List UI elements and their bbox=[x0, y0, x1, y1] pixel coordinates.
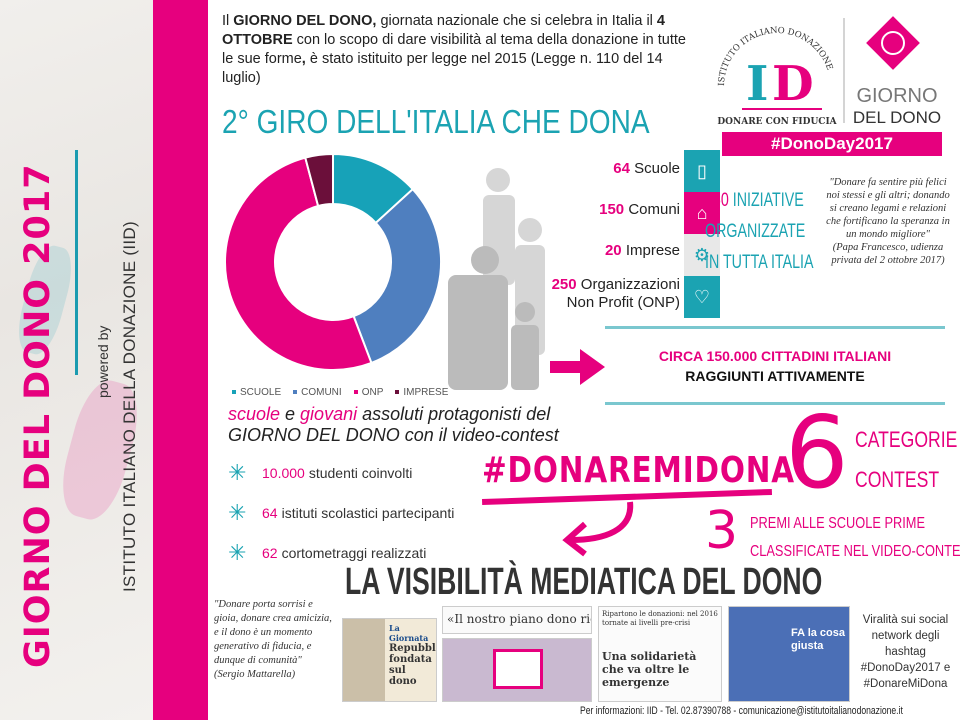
prizes-label: PREMI ALLE SCUOLE PRIME CLASSIFICATE NEL … bbox=[750, 515, 960, 560]
iid-logo: ISTITUTO ITALIANO DONAZIONE I D DONARE C… bbox=[717, 26, 838, 127]
press-clipping: Ripartono le donazioni: nel 2016 tornate… bbox=[598, 606, 722, 702]
tv-photo: FA la cosa giusta bbox=[728, 606, 850, 702]
legend-item: SCUOLE bbox=[232, 387, 281, 398]
stat-organizzazioni: 250 Organizzazioni Non Profit (ONP) bbox=[551, 276, 680, 311]
prizes-number: 3 bbox=[705, 501, 739, 561]
svg-text:DONARE CON FIDUCIA: DONARE CON FIDUCIA bbox=[717, 117, 837, 127]
powered-by-label: powered by bbox=[95, 325, 111, 398]
svg-text:D: D bbox=[772, 56, 814, 112]
townhall-icon: ⌂ bbox=[684, 192, 720, 234]
legend-item: IMPRESE bbox=[395, 387, 448, 398]
hashtag-banner: #DonoDay2017 bbox=[722, 132, 942, 156]
categories-label: CATEGORIE CONTEST bbox=[855, 427, 958, 492]
divider-line bbox=[605, 326, 945, 329]
mattarella-quote: "Donare porta sorrisi e gioia, donare cr… bbox=[214, 599, 332, 680]
curved-arrow-icon bbox=[562, 501, 634, 557]
main-title: GIORNO DEL DONO 2017 bbox=[18, 163, 58, 668]
donut-slice-onp bbox=[224, 156, 373, 371]
svg-text:GIORNO: GIORNO bbox=[856, 85, 937, 107]
institute-name: ISTITUTO ITALIANO DELLA DONAZIONE (IID) bbox=[120, 221, 139, 592]
bullet-item: ✳ 62 cortometraggi realizzati bbox=[228, 540, 427, 565]
donut-slice-comuni bbox=[352, 187, 442, 365]
categories-number: 6 bbox=[785, 394, 849, 511]
giro-title: 2° GIRO DELL'ITALIA CHE DONA bbox=[222, 103, 650, 140]
asterisk-icon: ✳ bbox=[228, 540, 247, 565]
arrow-right-icon bbox=[550, 349, 605, 385]
legend-item: ONP bbox=[353, 387, 383, 398]
divider-line bbox=[75, 150, 78, 375]
logos: ISTITUTO ITALIANO DONAZIONE I D DONARE C… bbox=[717, 16, 941, 127]
asterisk-icon: ✳ bbox=[228, 500, 247, 525]
contest-intro: scuole e giovani assoluti protagonisti d… bbox=[228, 404, 559, 445]
virality-text: Viralità sui social network degli hashta… bbox=[860, 614, 951, 690]
tv-photo bbox=[442, 638, 592, 702]
pink-bar bbox=[153, 0, 208, 720]
sidebar-panel: GIORNO DEL DONO 2017 powered by ISTITUTO… bbox=[0, 0, 153, 720]
stat-scuole: 64 Scuole bbox=[613, 160, 680, 177]
people-silhouettes bbox=[448, 168, 545, 390]
asterisk-icon: ✳ bbox=[228, 460, 247, 485]
bullet-item: ✳ 10.000 studenti coinvolti bbox=[228, 460, 413, 485]
visibility-title: LA VISIBILITÀ MEDIATICA DEL DONO bbox=[345, 561, 823, 603]
bullet-item: ✳ 64 istituti scolastici partecipanti bbox=[228, 500, 455, 525]
heart-icon: ♡ bbox=[684, 276, 720, 318]
legend-item: COMUNI bbox=[293, 387, 342, 398]
svg-text:DEL DONO: DEL DONO bbox=[853, 108, 941, 127]
press-clipping: La Giornata Repubblica fondata sul dono bbox=[342, 618, 437, 702]
donut-chart bbox=[224, 152, 442, 371]
divider-line bbox=[605, 402, 945, 405]
intro-paragraph: Il GIORNO DEL DONO, giornata nazionale c… bbox=[222, 13, 686, 86]
svg-text:I: I bbox=[746, 56, 768, 112]
papa-quote: "Donare fa sentire più felici noi stessi… bbox=[826, 177, 950, 266]
stat-comuni: 150 Comuni bbox=[599, 201, 680, 218]
chart-legend: SCUOLE COMUNI ONP IMPRESE bbox=[232, 387, 448, 398]
citizens-reached: CIRCA 150.000 CITTADINI ITALIANI RAGGIUNT… bbox=[658, 348, 892, 384]
press-clipping: «Il nostro piano dono ricevuto da co bbox=[442, 606, 592, 634]
book-icon: ▯ bbox=[684, 150, 720, 192]
donut-slice-imprese bbox=[304, 152, 334, 208]
contest-hashtag: #DONAREMIDONA bbox=[482, 450, 795, 491]
giorno-del-dono-logo: GIORNO DEL DONO bbox=[853, 16, 941, 127]
iniziative-text: 150 INIZIATIVE ORGANIZZATE IN TUTTA ITALIA bbox=[705, 190, 814, 273]
stat-imprese: 20 Imprese bbox=[604, 242, 680, 259]
gears-icon: ⚙ bbox=[684, 234, 720, 276]
footer-contact: Per informazioni: IID - Tel. 02.87390788… bbox=[580, 705, 903, 717]
